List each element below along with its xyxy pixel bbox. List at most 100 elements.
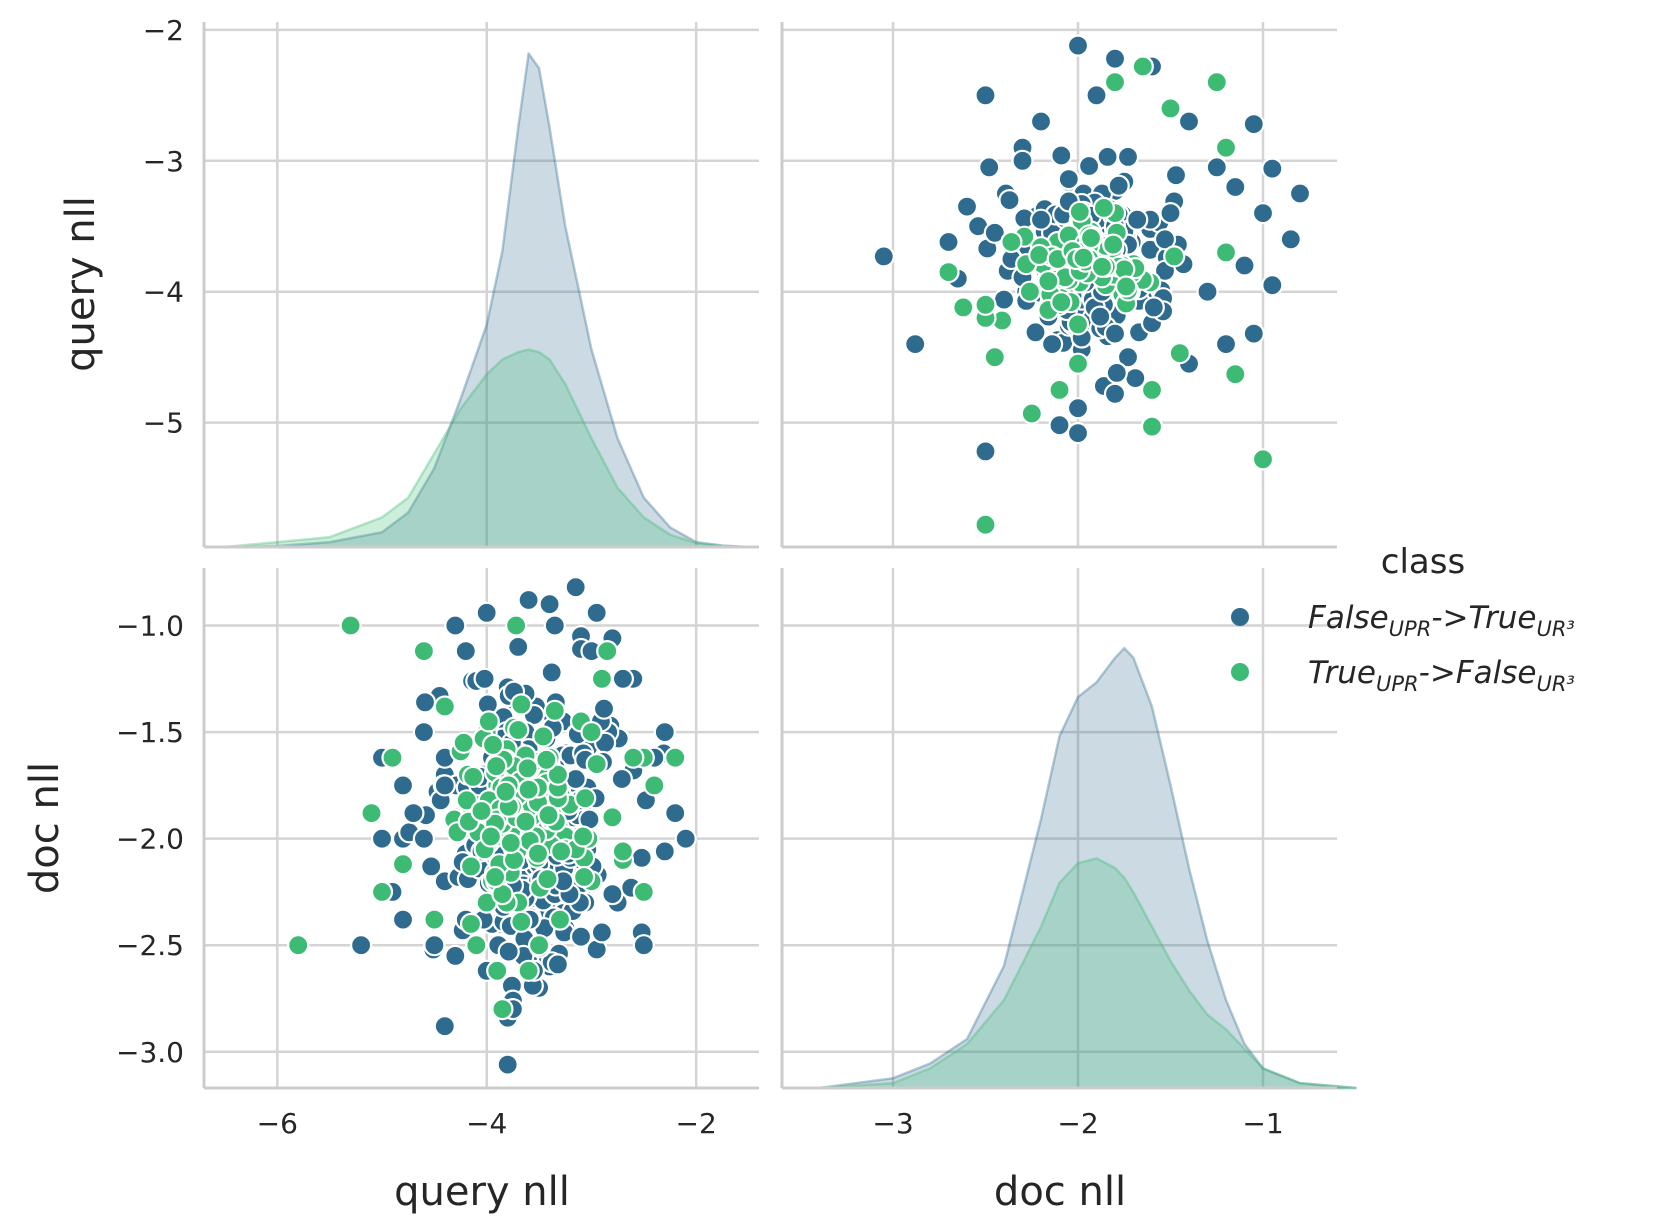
scatter-query-vs-doc-point-1 [535,748,558,771]
scatter-doc-vs-query-point-1 [1168,342,1191,365]
scatter-doc-vs-query-point-0 [1164,164,1188,187]
scatter-query-vs-doc-point-0 [444,614,467,637]
scatter-doc-vs-query-point-0 [1107,174,1130,197]
scatter-query-vs-doc-point-0 [664,801,687,825]
y-tick-label-query: −2 [143,14,184,47]
scatter-query-vs-doc-point-0 [538,593,561,616]
scatter-doc-vs-query-point-0 [1029,110,1053,133]
scatter-query-vs-doc-point-1 [574,787,597,810]
scatter-query-vs-doc-point-1 [514,810,537,833]
scatter-doc-vs-query-point-0 [1089,305,1112,328]
scatter-doc-vs-query-point-0 [1205,156,1228,179]
legend-marker-true-false [1231,663,1249,681]
x-axis-title-query: query nll [394,1169,570,1215]
scatter-layer [287,34,1312,1076]
scatter-query-vs-doc-point-1 [590,667,614,690]
scatter-query-vs-doc-point-1 [571,825,595,848]
scatter-query-vs-doc-point-0 [402,801,425,825]
scatter-query-vs-doc-point-0 [653,720,676,744]
scatter-query-vs-doc-point-0 [569,925,593,948]
x-tick-label-query: −2 [676,1107,717,1140]
y-tick-label-doc: −3.0 [116,1036,184,1069]
scatter-query-vs-doc-point-1 [527,934,551,957]
scatter-doc-vs-query-point-1 [1028,243,1051,267]
scatter-doc-vs-query-point-1 [974,293,997,316]
y-tick-label-doc: −1.5 [116,716,184,749]
scatter-doc-vs-query-point-1 [1020,402,1043,425]
scatter-query-vs-doc-point-1 [580,720,603,744]
scatter-doc-vs-query-point-1 [983,346,1006,369]
scatter-doc-vs-query-point-1 [1092,196,1116,219]
kde-query-series-1 [223,348,750,549]
scatter-doc-vs-query-point-0 [1261,274,1284,297]
scatter-doc-vs-query-point-1 [1224,363,1247,386]
x-tick-label-doc: −3 [872,1107,913,1140]
scatter-query-vs-doc-point-1 [459,912,483,936]
scatter-query-vs-doc-point-0 [433,1015,456,1038]
scatter-query-vs-doc-point-1 [479,825,502,848]
scatter-doc-vs-query-point-0 [974,440,997,463]
legend-label-true-false: TrueUPR->FalseUR³ [1308,655,1575,696]
scatter-query-vs-doc-point-0 [391,908,415,931]
scatter-query-vs-doc-point-1 [510,910,533,933]
scatter-query-vs-doc-point-1 [543,699,566,722]
scatter-query-vs-doc-point-0 [423,934,446,957]
y-tick-label-query: −3 [143,145,184,178]
x-tick-label-query: −4 [466,1107,507,1140]
panel-query-query [204,22,759,547]
scatter-doc-vs-query-point-1 [1066,313,1090,336]
scatter-doc-vs-query-point-1 [1079,226,1103,250]
scatter-query-vs-doc-point-1 [455,789,478,812]
scatter-query-vs-doc-point-1 [484,865,507,889]
scatter-doc-vs-query-point-1 [974,513,997,536]
kde-doc-series-0 [817,646,1357,1090]
scatter-query-vs-doc-point-0 [610,767,633,791]
scatter-query-vs-doc-point-0 [592,697,616,720]
scatter-query-vs-doc-point-1 [664,746,687,769]
scatter-query-vs-doc-point-0 [632,934,655,957]
scatter-doc-vs-query-point-0 [1066,397,1090,420]
scatter-query-vs-doc-point-1 [391,853,415,876]
scatter-query-vs-doc-point-1 [526,842,550,865]
scatter-doc-vs-query-point-0 [1279,228,1302,251]
scatter-doc-vs-query-point-0 [1085,84,1108,107]
scatter-query-vs-doc-point-1 [510,693,533,716]
scatter-doc-vs-query-point-0 [1224,175,1247,199]
scatter-query-vs-doc-point-0 [507,635,530,659]
scatter-query-vs-doc-point-0 [420,855,443,878]
scatter-query-vs-doc-point-0 [444,944,467,968]
scatter-query-vs-doc-point-0 [413,691,437,714]
scatter-doc-vs-query-point-1 [1214,241,1238,264]
scatter-query-vs-doc-point-1 [465,934,488,957]
scatter-doc-vs-query-point-1 [1068,200,1091,223]
scatter-doc-vs-query-point-1 [1114,275,1138,298]
scatter-doc-vs-query-point-0 [955,195,979,218]
scatter-doc-vs-query-point-1 [1048,378,1071,401]
scatter-doc-vs-query-point-1 [1163,245,1186,268]
x-tick-label-doc: −2 [1057,1107,1098,1140]
scatter-query-vs-doc-point-0 [497,940,520,963]
scatter-doc-vs-query-point-0 [1116,346,1140,369]
scatter-doc-vs-query-point-1 [1103,71,1127,94]
scatter-query-vs-doc-point-1 [549,840,573,863]
scatter-doc-vs-query-point-1 [937,261,960,284]
y-tick-label-query: −4 [143,276,184,309]
scatter-query-vs-doc-point-0 [475,601,498,624]
scatter-query-vs-doc-point-0 [653,840,676,863]
scatter-doc-vs-query-point-1 [1072,246,1095,269]
scatter-doc-vs-query-point-0 [1040,333,1064,356]
scatter-doc-vs-query-point-0 [1177,110,1201,133]
scatter-query-vs-doc-point-1 [596,639,619,663]
scatter-doc-vs-query-point-0 [872,245,895,268]
scatter-query-vs-doc-point-1 [486,959,509,982]
tick-labels: −6 −4 −2 −3 −2 −1 −2 −3 −4 −5 −1.0 −1.5 −2.0 −2.5 −3.0 [116,14,1284,1140]
scatter-query-vs-doc-point-0 [433,774,456,797]
scatter-query-vs-doc-point-0 [350,934,373,957]
scatter-query-vs-doc-point-1 [516,757,539,780]
scatter-query-vs-doc-point-0 [590,921,614,944]
scatter-doc-vs-query-point-1 [1131,55,1154,78]
scatter-doc-vs-query-point-1 [1140,415,1164,438]
scatter-query-vs-doc-point-1 [477,710,500,733]
scatter-doc-vs-query-point-1 [1214,136,1238,159]
kde-query-series-0 [223,52,750,549]
